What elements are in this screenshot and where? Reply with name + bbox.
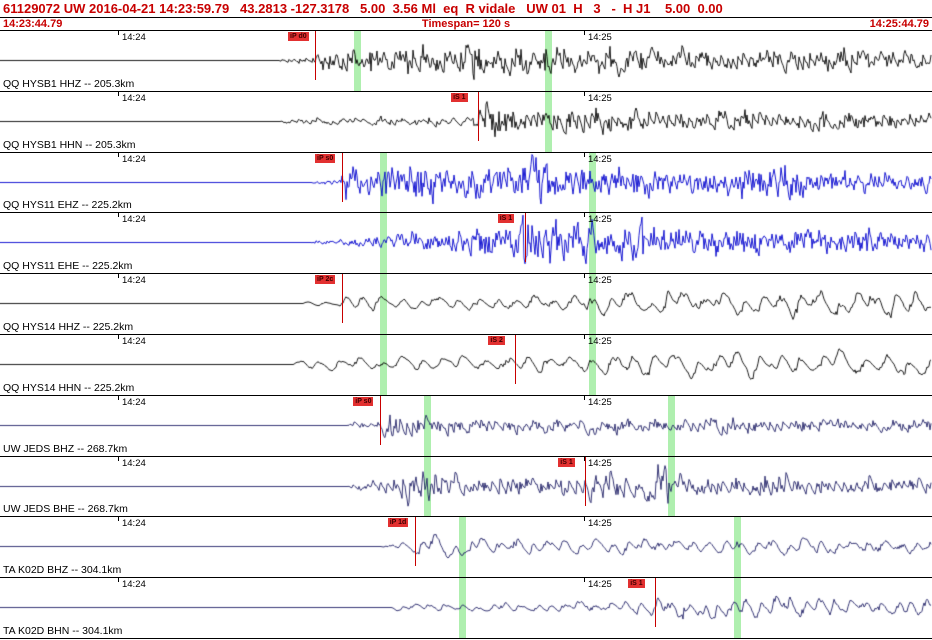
phase-pick-flag[interactable]: iS 1 — [628, 579, 645, 589]
time-label: 14:25 — [587, 275, 612, 287]
time-tick — [583, 456, 585, 461]
time-label: 14:25 — [587, 335, 612, 347]
trace-row: QQ HYSB1 HHN -- 205.3km 14:24 14:25 iS 1 — [0, 91, 932, 153]
trace-row: QQ HYSB1 HHZ -- 205.3km 14:24 14:25 iP d0 — [0, 31, 932, 92]
station-label: QQ HYSB1 HHZ -- 205.3km — [3, 77, 135, 90]
station-label: UW JEDS BHE -- 268.7km — [3, 503, 128, 516]
time-label: 14:24 — [121, 335, 146, 347]
trace-row: TA K02D BHN -- 304.1km 14:24 14:25 iS 1 — [0, 578, 932, 639]
time-tick — [117, 274, 119, 279]
time-label: 14:24 — [121, 396, 146, 408]
time-label: 14:25 — [587, 518, 612, 530]
window-end-time: 14:25:44.79 — [869, 18, 929, 30]
phase-pick-flag[interactable]: iP s0 — [353, 396, 374, 406]
station-label: TA K02D BHN -- 304.1km — [3, 624, 123, 637]
timespan-label: Timespan= 120 s — [421, 18, 511, 30]
time-label: 14:24 — [121, 32, 146, 43]
time-tick — [583, 274, 585, 279]
phase-pick-line[interactable] — [414, 517, 416, 567]
time-tick — [583, 91, 585, 96]
waveform-canvas[interactable] — [0, 456, 932, 516]
phase-pick-line[interactable] — [342, 274, 344, 324]
phase-pick-line[interactable] — [380, 395, 382, 445]
time-tick — [583, 334, 585, 339]
time-label: 14:25 — [587, 396, 612, 408]
time-tick — [117, 152, 119, 157]
time-label: 14:24 — [121, 518, 146, 530]
time-tick — [583, 517, 585, 522]
phase-pick-line[interactable] — [315, 31, 317, 81]
time-tick — [117, 517, 119, 522]
waveform-canvas[interactable] — [0, 334, 932, 394]
time-tick — [583, 578, 585, 583]
phase-pick-flag[interactable]: iP 1d — [387, 518, 409, 528]
station-label: QQ HYS11 EHZ -- 225.2km — [3, 199, 132, 212]
time-tick — [117, 334, 119, 339]
time-label: 14:24 — [121, 275, 146, 287]
waveform-canvas[interactable] — [0, 274, 932, 334]
time-label: 14:24 — [121, 214, 146, 226]
phase-pick-line[interactable] — [478, 91, 480, 141]
time-tick — [583, 152, 585, 157]
time-window-header: 14:23:44.79 Timespan= 120 s 14:25:44.79 — [0, 18, 932, 31]
time-tick — [583, 395, 585, 400]
waveform-canvas[interactable] — [0, 213, 932, 273]
trace-row: QQ HYS11 EHE -- 225.2km 14:24 14:25 iS 1 — [0, 213, 932, 275]
phase-pick-flag[interactable]: iS 1 — [558, 457, 575, 467]
station-label: QQ HYS11 EHE -- 225.2km — [3, 260, 133, 273]
time-tick — [583, 213, 585, 218]
waveform-canvas[interactable] — [0, 31, 932, 90]
phase-pick-flag[interactable]: iS 1 — [451, 92, 468, 102]
window-start-time: 14:23:44.79 — [3, 18, 63, 30]
time-tick — [117, 213, 119, 218]
time-label: 14:25 — [587, 579, 612, 591]
phase-pick-line[interactable] — [655, 578, 657, 628]
time-tick — [117, 91, 119, 96]
time-label: 14:24 — [121, 579, 146, 591]
time-tick — [117, 395, 119, 400]
trace-list: QQ HYSB1 HHZ -- 205.3km 14:24 14:25 iP d0 … — [0, 31, 932, 639]
time-label: 14:24 — [121, 92, 146, 104]
station-label: QQ HYSB1 HHN -- 205.3km — [3, 138, 136, 151]
phase-pick-flag[interactable]: iP s0 — [315, 153, 336, 163]
time-label: 14:25 — [587, 32, 612, 43]
time-label: 14:25 — [587, 214, 612, 226]
time-label: 14:25 — [587, 153, 612, 165]
time-label: 14:25 — [587, 457, 612, 469]
time-tick — [117, 31, 119, 35]
event-summary-text: 61129072 UW 2016-04-21 14:23:59.79 43.28… — [3, 1, 723, 16]
station-label: TA K02D BHZ -- 304.1km — [3, 564, 122, 577]
phase-pick-flag[interactable]: iP d0 — [288, 32, 309, 41]
phase-pick-flag[interactable]: iP 2c — [315, 275, 336, 285]
trace-row: QQ HYS14 HHZ -- 225.2km 14:24 14:25 iP 2c — [0, 274, 932, 335]
phase-pick-flag[interactable]: iS 1 — [497, 214, 515, 224]
waveform-canvas[interactable] — [0, 517, 932, 577]
station-label: QQ HYS14 HHN -- 225.2km — [3, 381, 135, 394]
time-label: 14:24 — [121, 457, 146, 469]
phase-pick-line[interactable] — [342, 152, 344, 202]
event-header: 61129072 UW 2016-04-21 14:23:59.79 43.28… — [0, 0, 932, 18]
phase-pick-line[interactable] — [524, 213, 526, 263]
trace-row: TA K02D BHZ -- 304.1km 14:24 14:25 iP 1d — [0, 517, 932, 579]
time-label: 14:25 — [587, 92, 612, 104]
station-label: QQ HYS14 HHZ -- 225.2km — [3, 320, 134, 333]
trace-row: UW JEDS BHZ -- 268.7km 14:24 14:25 iP s0 — [0, 395, 932, 457]
waveform-canvas[interactable] — [0, 578, 932, 638]
time-label: 14:24 — [121, 153, 146, 165]
phase-pick-flag[interactable]: iS 2 — [488, 335, 505, 345]
time-tick — [117, 578, 119, 583]
trace-row: UW JEDS BHE -- 268.7km 14:24 14:25 iS 1 — [0, 456, 932, 518]
waveform-canvas[interactable] — [0, 152, 932, 212]
time-tick — [583, 31, 585, 35]
trace-row: QQ HYS14 HHN -- 225.2km 14:24 14:25 iS 2 — [0, 334, 932, 396]
station-label: UW JEDS BHZ -- 268.7km — [3, 442, 128, 455]
trace-row: QQ HYS11 EHZ -- 225.2km 14:24 14:25 iP s0 — [0, 152, 932, 214]
phase-pick-line[interactable] — [585, 456, 587, 506]
phase-pick-line[interactable] — [515, 334, 517, 385]
time-tick — [117, 456, 119, 461]
waveform-canvas[interactable] — [0, 395, 932, 455]
